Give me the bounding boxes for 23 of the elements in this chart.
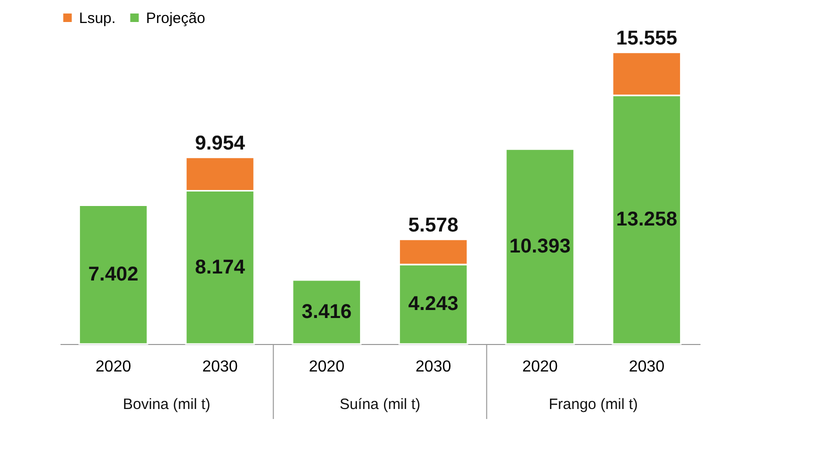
data-label: 4.243 [408, 293, 458, 316]
data-label: 10.393 [509, 236, 571, 258]
bar [505, 148, 575, 345]
data-label: 3.416 [302, 300, 352, 323]
legend-label: Projeção [146, 10, 206, 27]
bar [78, 204, 148, 345]
x-tick-label: 2020 [96, 358, 132, 376]
x-tick-label: 2030 [628, 358, 665, 376]
x-tick-label: 2020 [522, 358, 558, 376]
x-tick-label: 2030 [416, 358, 452, 376]
data-label: 7.402 [88, 264, 138, 286]
data-label: 8.174 [194, 256, 246, 278]
total-label: 5.578 [408, 214, 458, 236]
total-label: 15.555 [616, 27, 678, 50]
legend-label: Lsup. [79, 10, 116, 27]
total-label: 9.954 [194, 132, 246, 154]
x-tick-label: 2020 [308, 358, 345, 376]
data-label: 13.258 [616, 208, 678, 231]
text: Bovina (mil t) [122, 396, 210, 413]
bar [292, 279, 362, 345]
text: Frango (mil t) [548, 396, 638, 413]
text: Suína (mil t) [340, 396, 420, 413]
x-tick-label: 2030 [202, 358, 238, 376]
